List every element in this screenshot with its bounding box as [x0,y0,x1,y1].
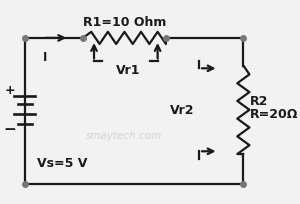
Text: R1=10 Ohm: R1=10 Ohm [83,16,166,29]
Text: R=20Ω: R=20Ω [250,108,299,121]
Text: I: I [43,50,47,63]
Text: Vr2: Vr2 [170,104,195,117]
Text: −: − [3,122,16,136]
Text: smaytech.com: smaytech.com [86,130,163,140]
Text: R2: R2 [250,94,269,107]
Text: Vr1: Vr1 [116,63,141,76]
Text: +: + [4,84,15,97]
Text: Vs=5 V: Vs=5 V [37,156,88,170]
